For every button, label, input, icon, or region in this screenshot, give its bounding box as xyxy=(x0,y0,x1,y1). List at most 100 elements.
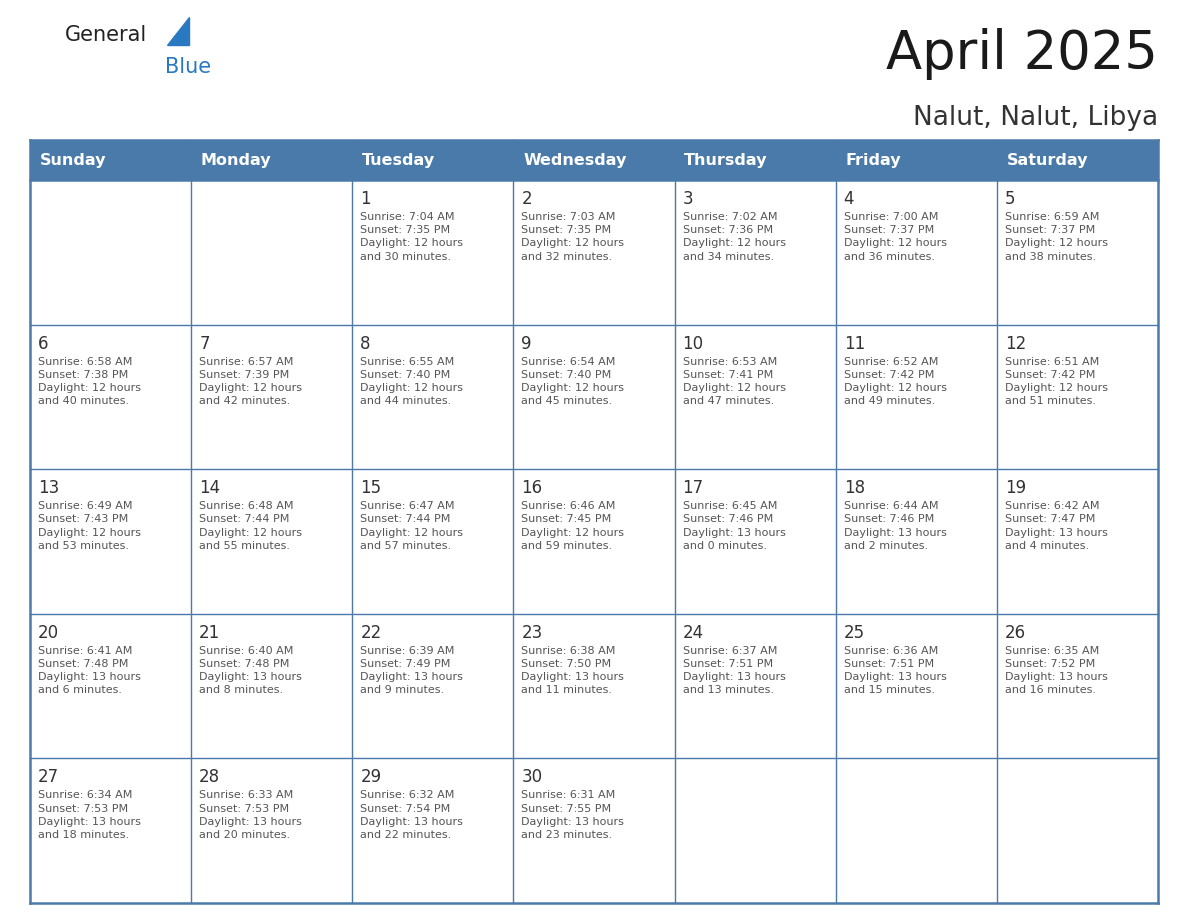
Text: Sunday: Sunday xyxy=(39,152,106,167)
Bar xyxy=(513,180,675,325)
Bar xyxy=(835,325,997,469)
Bar xyxy=(353,614,513,758)
Text: Tuesday: Tuesday xyxy=(362,152,435,167)
Bar xyxy=(191,140,353,180)
Text: Sunrise: 7:03 AM
Sunset: 7:35 PM
Daylight: 12 hours
and 32 minutes.: Sunrise: 7:03 AM Sunset: 7:35 PM Dayligh… xyxy=(522,212,625,262)
Bar xyxy=(353,180,513,325)
Text: 14: 14 xyxy=(200,479,220,498)
Text: Sunrise: 6:46 AM
Sunset: 7:45 PM
Daylight: 12 hours
and 59 minutes.: Sunrise: 6:46 AM Sunset: 7:45 PM Dayligh… xyxy=(522,501,625,551)
Text: 19: 19 xyxy=(1005,479,1026,498)
Text: Blue: Blue xyxy=(165,57,211,77)
Text: Friday: Friday xyxy=(846,152,901,167)
Bar xyxy=(997,140,1158,180)
Bar xyxy=(30,469,191,614)
Bar xyxy=(191,469,353,614)
Text: 15: 15 xyxy=(360,479,381,498)
Bar xyxy=(997,325,1158,469)
Bar xyxy=(513,758,675,903)
Bar xyxy=(30,180,191,325)
Bar xyxy=(835,140,997,180)
Bar xyxy=(997,758,1158,903)
Bar xyxy=(30,758,191,903)
Text: 26: 26 xyxy=(1005,624,1026,642)
Text: 1: 1 xyxy=(360,190,371,208)
Text: Sunrise: 7:00 AM
Sunset: 7:37 PM
Daylight: 12 hours
and 36 minutes.: Sunrise: 7:00 AM Sunset: 7:37 PM Dayligh… xyxy=(843,212,947,262)
Text: Sunrise: 6:45 AM
Sunset: 7:46 PM
Daylight: 13 hours
and 0 minutes.: Sunrise: 6:45 AM Sunset: 7:46 PM Dayligh… xyxy=(683,501,785,551)
Bar xyxy=(30,140,191,180)
Text: Sunrise: 6:55 AM
Sunset: 7:40 PM
Daylight: 12 hours
and 44 minutes.: Sunrise: 6:55 AM Sunset: 7:40 PM Dayligh… xyxy=(360,356,463,406)
Bar xyxy=(191,758,353,903)
Text: Sunrise: 6:49 AM
Sunset: 7:43 PM
Daylight: 12 hours
and 53 minutes.: Sunrise: 6:49 AM Sunset: 7:43 PM Dayligh… xyxy=(38,501,141,551)
Bar xyxy=(835,180,997,325)
Bar xyxy=(191,180,353,325)
Text: Nalut, Nalut, Libya: Nalut, Nalut, Libya xyxy=(912,105,1158,131)
Text: General: General xyxy=(65,25,147,45)
Bar xyxy=(675,614,835,758)
Bar xyxy=(513,140,675,180)
Text: Sunrise: 6:36 AM
Sunset: 7:51 PM
Daylight: 13 hours
and 15 minutes.: Sunrise: 6:36 AM Sunset: 7:51 PM Dayligh… xyxy=(843,645,947,696)
Text: Sunrise: 6:41 AM
Sunset: 7:48 PM
Daylight: 13 hours
and 6 minutes.: Sunrise: 6:41 AM Sunset: 7:48 PM Dayligh… xyxy=(38,645,141,696)
Text: 5: 5 xyxy=(1005,190,1016,208)
Bar xyxy=(835,758,997,903)
Text: 11: 11 xyxy=(843,334,865,353)
Bar xyxy=(353,758,513,903)
Bar xyxy=(675,140,835,180)
Text: 3: 3 xyxy=(683,190,693,208)
Text: Sunrise: 6:31 AM
Sunset: 7:55 PM
Daylight: 13 hours
and 23 minutes.: Sunrise: 6:31 AM Sunset: 7:55 PM Dayligh… xyxy=(522,790,625,840)
Text: Sunrise: 6:57 AM
Sunset: 7:39 PM
Daylight: 12 hours
and 42 minutes.: Sunrise: 6:57 AM Sunset: 7:39 PM Dayligh… xyxy=(200,356,302,406)
Text: 10: 10 xyxy=(683,334,703,353)
Bar xyxy=(997,614,1158,758)
Text: Sunrise: 6:52 AM
Sunset: 7:42 PM
Daylight: 12 hours
and 49 minutes.: Sunrise: 6:52 AM Sunset: 7:42 PM Dayligh… xyxy=(843,356,947,406)
Text: 17: 17 xyxy=(683,479,703,498)
Text: Sunrise: 6:51 AM
Sunset: 7:42 PM
Daylight: 12 hours
and 51 minutes.: Sunrise: 6:51 AM Sunset: 7:42 PM Dayligh… xyxy=(1005,356,1108,406)
Text: Monday: Monday xyxy=(201,152,271,167)
Bar xyxy=(353,140,513,180)
Text: 22: 22 xyxy=(360,624,381,642)
Bar xyxy=(675,469,835,614)
Text: Sunrise: 6:32 AM
Sunset: 7:54 PM
Daylight: 13 hours
and 22 minutes.: Sunrise: 6:32 AM Sunset: 7:54 PM Dayligh… xyxy=(360,790,463,840)
Bar xyxy=(30,614,191,758)
Text: Sunrise: 7:02 AM
Sunset: 7:36 PM
Daylight: 12 hours
and 34 minutes.: Sunrise: 7:02 AM Sunset: 7:36 PM Dayligh… xyxy=(683,212,785,262)
Text: Sunrise: 6:35 AM
Sunset: 7:52 PM
Daylight: 13 hours
and 16 minutes.: Sunrise: 6:35 AM Sunset: 7:52 PM Dayligh… xyxy=(1005,645,1107,696)
Text: 16: 16 xyxy=(522,479,543,498)
Text: Sunrise: 6:40 AM
Sunset: 7:48 PM
Daylight: 13 hours
and 8 minutes.: Sunrise: 6:40 AM Sunset: 7:48 PM Dayligh… xyxy=(200,645,302,696)
Bar xyxy=(675,180,835,325)
Text: Sunrise: 6:58 AM
Sunset: 7:38 PM
Daylight: 12 hours
and 40 minutes.: Sunrise: 6:58 AM Sunset: 7:38 PM Dayligh… xyxy=(38,356,141,406)
Text: Sunrise: 6:48 AM
Sunset: 7:44 PM
Daylight: 12 hours
and 55 minutes.: Sunrise: 6:48 AM Sunset: 7:44 PM Dayligh… xyxy=(200,501,302,551)
Text: 29: 29 xyxy=(360,768,381,787)
Text: 30: 30 xyxy=(522,768,543,787)
Text: 23: 23 xyxy=(522,624,543,642)
Bar xyxy=(997,180,1158,325)
Bar xyxy=(835,614,997,758)
Text: 8: 8 xyxy=(360,334,371,353)
Text: Sunrise: 6:39 AM
Sunset: 7:49 PM
Daylight: 13 hours
and 9 minutes.: Sunrise: 6:39 AM Sunset: 7:49 PM Dayligh… xyxy=(360,645,463,696)
Text: 28: 28 xyxy=(200,768,220,787)
Text: Sunrise: 7:04 AM
Sunset: 7:35 PM
Daylight: 12 hours
and 30 minutes.: Sunrise: 7:04 AM Sunset: 7:35 PM Dayligh… xyxy=(360,212,463,262)
Text: Sunrise: 6:59 AM
Sunset: 7:37 PM
Daylight: 12 hours
and 38 minutes.: Sunrise: 6:59 AM Sunset: 7:37 PM Dayligh… xyxy=(1005,212,1108,262)
Bar xyxy=(997,469,1158,614)
Text: 18: 18 xyxy=(843,479,865,498)
Text: Sunrise: 6:38 AM
Sunset: 7:50 PM
Daylight: 13 hours
and 11 minutes.: Sunrise: 6:38 AM Sunset: 7:50 PM Dayligh… xyxy=(522,645,625,696)
Bar xyxy=(513,325,675,469)
Bar xyxy=(675,325,835,469)
Text: Sunrise: 6:44 AM
Sunset: 7:46 PM
Daylight: 13 hours
and 2 minutes.: Sunrise: 6:44 AM Sunset: 7:46 PM Dayligh… xyxy=(843,501,947,551)
Bar xyxy=(675,758,835,903)
Text: Sunrise: 6:33 AM
Sunset: 7:53 PM
Daylight: 13 hours
and 20 minutes.: Sunrise: 6:33 AM Sunset: 7:53 PM Dayligh… xyxy=(200,790,302,840)
Text: 7: 7 xyxy=(200,334,209,353)
Bar xyxy=(191,614,353,758)
Bar xyxy=(353,325,513,469)
Text: 2: 2 xyxy=(522,190,532,208)
Polygon shape xyxy=(168,17,189,45)
Text: Thursday: Thursday xyxy=(684,152,767,167)
Bar xyxy=(191,325,353,469)
Text: 9: 9 xyxy=(522,334,532,353)
Bar xyxy=(835,469,997,614)
Text: 4: 4 xyxy=(843,190,854,208)
Text: Sunrise: 6:37 AM
Sunset: 7:51 PM
Daylight: 13 hours
and 13 minutes.: Sunrise: 6:37 AM Sunset: 7:51 PM Dayligh… xyxy=(683,645,785,696)
Text: 27: 27 xyxy=(38,768,59,787)
Text: Sunrise: 6:54 AM
Sunset: 7:40 PM
Daylight: 12 hours
and 45 minutes.: Sunrise: 6:54 AM Sunset: 7:40 PM Dayligh… xyxy=(522,356,625,406)
Text: Wednesday: Wednesday xyxy=(523,152,626,167)
Bar xyxy=(353,469,513,614)
Bar xyxy=(513,614,675,758)
Text: 6: 6 xyxy=(38,334,49,353)
